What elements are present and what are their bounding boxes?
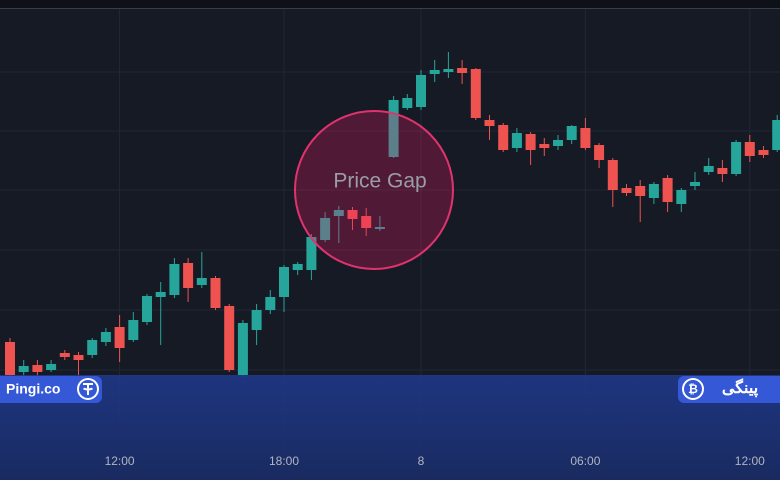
candle-body xyxy=(553,140,563,146)
candle-body xyxy=(621,188,632,193)
candle-body xyxy=(73,355,84,360)
candle-body xyxy=(361,216,372,228)
x-tick-label: 12:00 xyxy=(105,454,135,468)
candles xyxy=(5,52,780,378)
candle-body xyxy=(59,353,70,357)
candle-body xyxy=(539,144,550,148)
candle-body xyxy=(374,227,385,229)
candle-body xyxy=(402,98,413,108)
brand-left-text: Pingi.co xyxy=(6,381,60,397)
candle-body xyxy=(388,100,399,157)
brand-right xyxy=(678,376,780,403)
candle-body xyxy=(470,69,481,118)
brand-band xyxy=(0,375,780,480)
candle-body xyxy=(731,142,742,174)
candle-body xyxy=(46,364,57,370)
candle-body xyxy=(648,184,659,198)
candle-body xyxy=(169,264,180,295)
gap-highlight xyxy=(294,110,454,270)
candle-body xyxy=(5,342,15,375)
bitcoin-glyph: ₿ xyxy=(688,382,698,396)
candle-body xyxy=(320,218,331,240)
candle-body xyxy=(635,186,646,196)
candle-body xyxy=(100,332,111,342)
candle-body xyxy=(511,133,522,148)
candle-body xyxy=(237,323,248,375)
candle-body xyxy=(224,306,235,370)
candle-body xyxy=(676,190,687,204)
annotation: Price Gap xyxy=(333,170,426,193)
candle-body xyxy=(690,182,700,186)
candle-body xyxy=(717,168,728,174)
candle-body xyxy=(279,267,289,297)
top-strip xyxy=(0,0,780,8)
candle-body xyxy=(703,166,714,172)
candle-body xyxy=(18,366,29,372)
candle-body xyxy=(580,128,591,148)
candle-body xyxy=(525,134,536,150)
candle-body xyxy=(210,278,221,308)
candle-body xyxy=(744,142,755,156)
candle-body xyxy=(142,296,152,322)
x-tick-label: 06:00 xyxy=(570,454,600,468)
candle-body xyxy=(196,278,207,285)
candle-body xyxy=(607,160,618,190)
tether-glyph xyxy=(83,383,93,395)
candle-body xyxy=(443,69,454,72)
candle-body xyxy=(484,120,495,126)
bitcoin-icon xyxy=(684,380,702,398)
candle-body xyxy=(155,292,166,297)
x-tick-label: 8 xyxy=(418,454,425,468)
brand-right-text: پینگی xyxy=(722,378,759,398)
candle-body xyxy=(566,126,577,140)
candle-body xyxy=(292,264,303,270)
candle-body xyxy=(429,70,440,74)
candle-body xyxy=(32,365,43,372)
candle-body xyxy=(251,310,262,330)
x-tick-label: 18:00 xyxy=(269,454,299,468)
brand-left xyxy=(0,376,102,403)
candle-body xyxy=(306,237,317,270)
candle-body xyxy=(758,150,769,155)
candle-body xyxy=(183,263,194,288)
x-axis: 12:00 18:00 8 06:00 12:00 xyxy=(105,454,766,468)
candle-body xyxy=(498,125,509,150)
candle-body xyxy=(772,120,780,150)
candle-body xyxy=(333,210,344,216)
candle-body xyxy=(662,178,673,202)
candle-body xyxy=(265,297,276,310)
candle-body xyxy=(87,340,98,355)
candle-body xyxy=(594,145,605,160)
candle-body xyxy=(347,210,358,219)
candle-body xyxy=(457,68,468,73)
candle-body xyxy=(128,320,139,340)
candle-body xyxy=(114,327,125,348)
x-tick-label: 12:00 xyxy=(735,454,765,468)
candle-body xyxy=(416,75,426,107)
